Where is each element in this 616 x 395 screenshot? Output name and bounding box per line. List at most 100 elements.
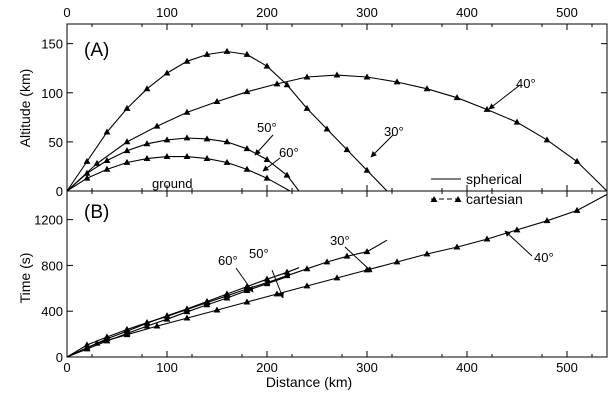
data-point (103, 165, 111, 172)
data-point (223, 47, 231, 54)
data-point (83, 174, 91, 181)
data-point (213, 306, 221, 313)
data-point (83, 345, 91, 352)
data-point (273, 80, 281, 87)
data-point (203, 297, 211, 304)
data-point (203, 301, 211, 308)
data-point (123, 104, 131, 111)
data-point (543, 136, 551, 143)
y-tick-label: 800 (41, 258, 63, 273)
data-point (303, 282, 311, 289)
annotation-60-a: 60° (279, 145, 299, 160)
data-point (363, 73, 371, 80)
data-point (263, 155, 271, 162)
data-point (223, 138, 231, 145)
data-point (243, 88, 251, 95)
annotation-arrow-50-b (271, 269, 284, 299)
annotation-arrow-30-b (344, 246, 373, 273)
annotations-panel-b: 40° 30° 50° 60° (218, 230, 554, 299)
x-tick-label: 400 (456, 360, 478, 375)
data-point (223, 158, 231, 165)
data-point (163, 312, 171, 319)
data-point (153, 322, 161, 329)
panel-label-a: (A) (84, 40, 109, 61)
data-point (123, 158, 131, 165)
data-point (343, 146, 351, 153)
data-point (183, 314, 191, 321)
annotation-arrow-60 (262, 157, 281, 172)
data-point (183, 57, 191, 64)
data-point (203, 135, 211, 142)
annotation-arrow-30 (370, 134, 394, 158)
data-point (163, 153, 171, 160)
data-point (543, 217, 551, 224)
data-point (103, 156, 111, 163)
data-point (303, 265, 311, 272)
data-point (423, 85, 431, 92)
annotation-40-b: 40° (534, 250, 554, 265)
x-tick-label-top: 500 (556, 5, 578, 20)
annotation-arrow-60-b (235, 267, 254, 293)
ground-label: ground (152, 176, 192, 191)
data-point (303, 73, 311, 80)
legend-label-spherical: spherical (466, 171, 522, 187)
data-point (83, 169, 91, 176)
annotation-50-b: 50° (249, 246, 269, 261)
x-tick-label-top: 300 (356, 5, 378, 20)
annotation-30-a: 30° (384, 124, 404, 139)
data-point (203, 50, 211, 57)
data-point (323, 125, 331, 132)
y-tick-label: 150 (41, 37, 63, 52)
series-line (66, 275, 291, 358)
data-point (103, 337, 111, 344)
y-axis-label-altitude: Altitude (km) (17, 69, 33, 148)
data-point (143, 140, 151, 147)
y-tick-label: 400 (41, 304, 63, 319)
data-point (283, 171, 291, 178)
data-point (333, 71, 341, 78)
x-tick-label: 100 (156, 360, 178, 375)
data-point (163, 69, 171, 76)
data-point (143, 322, 151, 329)
annotation-50-a: 50° (257, 120, 277, 135)
data-point (163, 136, 171, 143)
data-point (243, 145, 251, 152)
data-point (223, 290, 231, 297)
data-point (483, 105, 491, 112)
x-tick-label: 300 (356, 360, 378, 375)
annotation-arrow-40-b (504, 230, 533, 257)
data-point (243, 298, 251, 305)
data-point (423, 250, 431, 257)
data-point (183, 153, 191, 160)
series-line (66, 50, 388, 192)
y-tick-label: 1200 (34, 213, 63, 228)
y-tick-label: 50 (49, 135, 63, 150)
panel-frame-b (66, 190, 608, 358)
data-point (263, 280, 271, 287)
y-axis-label-time: Time (s) (17, 253, 33, 304)
data-point (263, 275, 271, 282)
annotations-panel-a: 40° 30° 50° 60° (254, 76, 536, 172)
panel-frame-a (66, 23, 608, 192)
plot-layer: 0 100 200 300 400 500 0 50 100 150 0 100 200 300 400 50… (34, 5, 608, 375)
data-point (393, 258, 401, 265)
data-point (263, 174, 271, 181)
data-point (243, 165, 251, 172)
x-tick-label-top: 400 (456, 5, 478, 20)
panel-label-b: (B) (84, 202, 109, 223)
legend-marker-triangle (430, 196, 438, 202)
data-point (123, 329, 131, 336)
data-point (103, 128, 111, 135)
data-point (343, 252, 351, 259)
legend: spherical cartesian (430, 171, 523, 207)
series-line (66, 156, 291, 192)
data-point (363, 166, 371, 173)
annotation-30-b: 30° (330, 233, 350, 248)
x-tick-label: 200 (256, 360, 278, 375)
data-point (323, 258, 331, 265)
data-point (283, 81, 291, 88)
data-point (143, 85, 151, 92)
data-point (213, 98, 221, 105)
data-point (453, 94, 461, 101)
